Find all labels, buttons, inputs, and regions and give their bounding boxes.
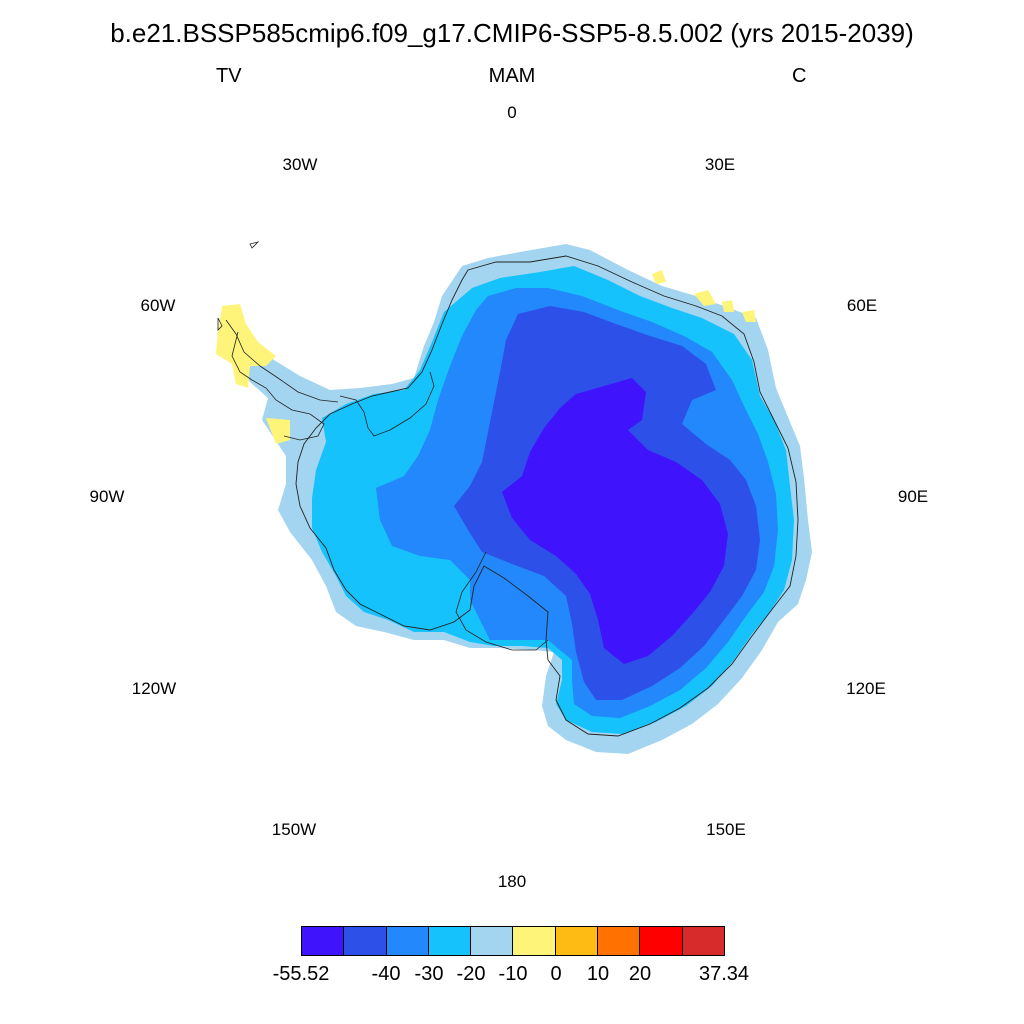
colorbar-swatch — [555, 927, 599, 955]
colorbar-label-minus30: -30 — [414, 963, 444, 985]
colorbar-swatch — [471, 927, 514, 955]
band-below-minus40 — [502, 378, 728, 664]
colorbar-label-minus40: -40 — [371, 963, 401, 985]
colorbar-swatch — [428, 927, 472, 955]
lon-label-120e: 120E — [846, 679, 886, 698]
colorbar-swatch — [386, 927, 429, 955]
colorbar-swatch — [513, 927, 556, 955]
colorbar-label-plus20: 20 — [628, 963, 652, 985]
variable-label: TV — [216, 65, 242, 87]
lon-label-30e: 30E — [704, 155, 736, 174]
lon-label-120w: 120W — [131, 679, 177, 698]
patch-0-to-10-east — [652, 270, 756, 322]
colorbar-swatch — [640, 927, 683, 955]
lon-label-60w: 60W — [140, 296, 176, 315]
lon-label-0: 0 — [507, 103, 517, 122]
plot-title: b.e21.BSSP585cmip6.f09_g17.CMIP6-SSP5-8.… — [110, 18, 914, 48]
ice-shelf-outline — [339, 371, 549, 651]
colorbar-swatch — [344, 927, 387, 955]
lon-label-150e: 150E — [706, 820, 746, 839]
colorbar — [301, 926, 725, 956]
units-label: C — [792, 65, 807, 87]
colorbar-label-zero: 0 — [550, 963, 562, 985]
colorbar-label-minus10: -10 — [498, 963, 528, 985]
season-label: MAM — [488, 65, 536, 87]
patch-0-to-10-islands — [266, 418, 290, 444]
colorbar-swatch — [302, 927, 345, 955]
colorbar-label-min: -55.52 — [272, 963, 330, 985]
lon-label-180: 180 — [497, 872, 527, 891]
coastline — [295, 255, 799, 737]
colorbar-label-plus10: 10 — [586, 963, 610, 985]
colorbar-label-max: 37.34 — [698, 963, 750, 985]
colorbar-swatch — [682, 927, 724, 955]
lon-label-90e: 90E — [897, 487, 929, 506]
peninsula-outline — [225, 319, 339, 441]
lon-label-150w: 150W — [271, 820, 317, 839]
island-outline — [217, 241, 260, 331]
lon-label-90w: 90W — [89, 487, 125, 506]
lon-label-60e: 60E — [846, 296, 878, 315]
colorbar-label-minus20: -20 — [456, 963, 486, 985]
colorbar-swatch — [598, 927, 641, 955]
patch-0-to-10-peninsula — [216, 304, 276, 388]
lon-label-30w: 30W — [282, 155, 318, 174]
